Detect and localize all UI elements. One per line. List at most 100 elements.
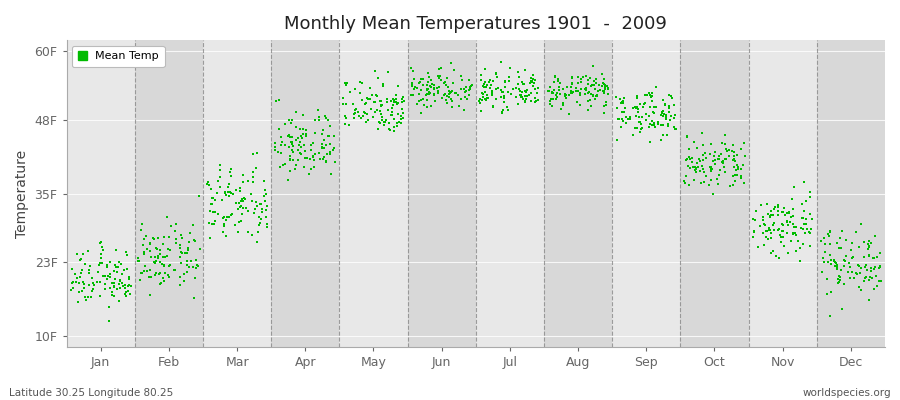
Point bbox=[474, 71, 489, 78]
Point bbox=[328, 133, 342, 140]
Point bbox=[655, 108, 670, 114]
Point bbox=[737, 180, 751, 186]
Point bbox=[599, 102, 614, 108]
Point bbox=[784, 238, 798, 244]
Point bbox=[779, 219, 794, 226]
Point bbox=[356, 108, 371, 115]
Point bbox=[420, 91, 435, 97]
Point bbox=[244, 191, 258, 197]
Point bbox=[317, 154, 331, 160]
Point bbox=[361, 96, 375, 102]
Point bbox=[580, 81, 595, 88]
Point bbox=[478, 96, 492, 102]
Point bbox=[564, 75, 579, 81]
Point bbox=[835, 228, 850, 235]
Point bbox=[388, 96, 402, 102]
Point bbox=[572, 92, 587, 98]
Point bbox=[829, 260, 843, 266]
Point bbox=[246, 151, 260, 157]
Point bbox=[229, 187, 243, 194]
Point bbox=[245, 232, 259, 238]
Point bbox=[417, 102, 431, 108]
Point bbox=[182, 263, 196, 270]
Point bbox=[95, 246, 110, 253]
Point bbox=[253, 220, 267, 226]
Point bbox=[237, 195, 251, 201]
Point bbox=[770, 226, 785, 233]
Point bbox=[708, 149, 723, 156]
Point bbox=[389, 96, 403, 102]
Point bbox=[832, 279, 846, 286]
Point bbox=[597, 81, 611, 87]
Point bbox=[542, 88, 556, 94]
Point bbox=[564, 84, 579, 90]
Point bbox=[541, 87, 555, 94]
Point bbox=[845, 240, 859, 246]
Point bbox=[498, 78, 512, 84]
Point bbox=[352, 113, 366, 120]
Point bbox=[595, 71, 609, 77]
Point bbox=[410, 100, 424, 107]
Point bbox=[729, 166, 743, 173]
Point bbox=[284, 120, 298, 126]
Point bbox=[609, 136, 624, 143]
Point bbox=[324, 170, 338, 177]
Point bbox=[342, 122, 356, 128]
Point bbox=[730, 162, 744, 168]
Point bbox=[81, 248, 95, 254]
Point bbox=[208, 208, 222, 215]
Point bbox=[761, 236, 776, 242]
Point bbox=[793, 245, 807, 251]
Point bbox=[511, 81, 526, 88]
Point bbox=[762, 214, 777, 220]
Point bbox=[237, 172, 251, 178]
Point bbox=[590, 92, 604, 99]
Point bbox=[614, 124, 628, 131]
Point bbox=[380, 98, 394, 105]
Point bbox=[94, 251, 108, 258]
Point bbox=[158, 262, 172, 268]
Point bbox=[478, 89, 492, 96]
Point bbox=[291, 157, 305, 163]
Point bbox=[704, 166, 718, 172]
Point bbox=[371, 126, 385, 132]
Point bbox=[836, 257, 850, 263]
Point bbox=[847, 274, 861, 281]
Point bbox=[475, 97, 490, 103]
Point bbox=[830, 261, 844, 268]
Point bbox=[775, 222, 789, 228]
Point bbox=[306, 153, 320, 160]
Point bbox=[654, 112, 669, 118]
Point bbox=[241, 229, 256, 235]
Point bbox=[862, 296, 877, 303]
Point bbox=[414, 110, 428, 116]
Point bbox=[157, 240, 171, 247]
Point bbox=[306, 154, 320, 160]
Point bbox=[493, 87, 508, 94]
Point bbox=[638, 100, 652, 106]
Point bbox=[590, 93, 604, 100]
Point bbox=[180, 268, 194, 275]
Point bbox=[428, 98, 443, 105]
Point bbox=[647, 120, 662, 126]
Point bbox=[711, 155, 725, 162]
Point bbox=[155, 261, 169, 268]
Point bbox=[862, 242, 877, 249]
Point bbox=[395, 98, 410, 105]
Point bbox=[278, 161, 293, 167]
Point bbox=[117, 282, 131, 288]
Point bbox=[791, 238, 806, 244]
Point bbox=[574, 76, 589, 82]
Point bbox=[489, 86, 503, 93]
Point bbox=[163, 262, 177, 268]
Point bbox=[495, 109, 509, 115]
Point bbox=[99, 262, 113, 268]
Point bbox=[255, 209, 269, 216]
Point bbox=[308, 129, 322, 136]
Point bbox=[311, 107, 326, 113]
Point bbox=[271, 148, 285, 155]
Point bbox=[746, 234, 760, 241]
Point bbox=[166, 267, 181, 273]
Point bbox=[704, 141, 718, 147]
Point bbox=[528, 86, 543, 92]
